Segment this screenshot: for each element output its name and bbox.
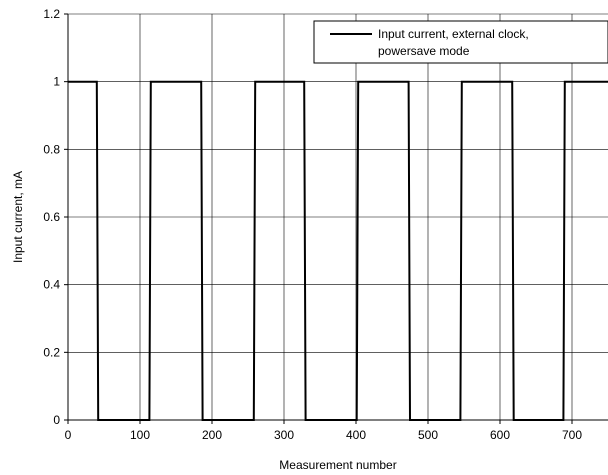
y-tick-label: 0.4 [43, 278, 60, 292]
x-tick-label: 700 [562, 428, 582, 442]
y-tick-label: 1 [53, 75, 60, 89]
y-tick-label: 1.2 [43, 7, 60, 21]
y-tick-label: 0.6 [43, 210, 60, 224]
legend-text-line-1: Input current, external clock, [378, 27, 529, 41]
x-tick-label: 200 [202, 428, 222, 442]
legend: Input current, external clock, powersave… [313, 20, 608, 64]
x-tick-label: 600 [490, 428, 510, 442]
x-tick-label: 300 [274, 428, 294, 442]
x-tick-label: 0 [65, 428, 72, 442]
x-axis-title: Measurement number [279, 458, 396, 472]
x-tick-label: 100 [130, 428, 150, 442]
x-tick-labels: 0 100 200 300 400 500 600 700 [65, 428, 583, 442]
legend-text-line-2: powersave mode [378, 44, 470, 58]
grid [64, 13, 608, 424]
x-tick-label: 400 [346, 428, 366, 442]
y-axis-title: Input current, mA [11, 171, 25, 263]
y-tick-labels: 0 0.2 0.4 0.6 0.8 1 1.2 [43, 7, 60, 427]
y-tick-label: 0.2 [43, 345, 60, 359]
legend-box [313, 20, 608, 64]
x-tick-label: 500 [418, 428, 438, 442]
y-tick-label: 0.8 [43, 142, 60, 156]
y-tick-label: 0 [53, 413, 60, 427]
